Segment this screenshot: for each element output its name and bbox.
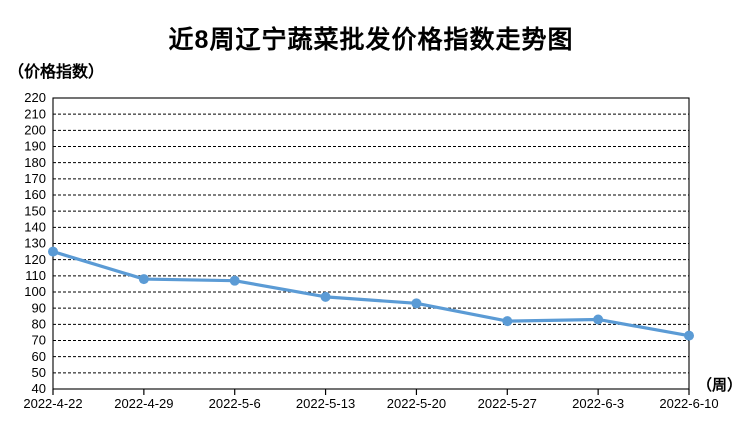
svg-text:220: 220 (24, 90, 46, 105)
svg-text:210: 210 (24, 107, 46, 122)
svg-text:190: 190 (24, 139, 46, 154)
svg-text:90: 90 (32, 301, 46, 316)
svg-text:110: 110 (25, 268, 46, 283)
svg-text:150: 150 (24, 204, 46, 219)
svg-text:100: 100 (24, 284, 46, 299)
svg-text:130: 130 (24, 236, 46, 251)
svg-text:180: 180 (24, 155, 46, 170)
svg-text:200: 200 (24, 123, 46, 138)
svg-text:160: 160 (24, 187, 46, 202)
svg-text:40: 40 (32, 381, 46, 396)
svg-text:2022-5-13: 2022-5-13 (296, 396, 355, 411)
svg-text:2022-4-22: 2022-4-22 (23, 396, 82, 411)
svg-text:2022-6-10: 2022-6-10 (659, 396, 718, 411)
svg-text:50: 50 (32, 365, 46, 380)
svg-text:140: 140 (24, 220, 46, 235)
svg-text:2022-5-6: 2022-5-6 (209, 396, 261, 411)
svg-text:2022-5-27: 2022-5-27 (478, 396, 537, 411)
svg-text:60: 60 (32, 349, 46, 364)
svg-text:2022-6-3: 2022-6-3 (572, 396, 624, 411)
svg-text:80: 80 (32, 317, 46, 332)
svg-text:2022-5-20: 2022-5-20 (387, 396, 446, 411)
svg-text:2022-4-29: 2022-4-29 (114, 396, 173, 411)
svg-text:120: 120 (24, 252, 46, 267)
svg-text:170: 170 (24, 171, 46, 186)
svg-text:70: 70 (32, 333, 46, 348)
